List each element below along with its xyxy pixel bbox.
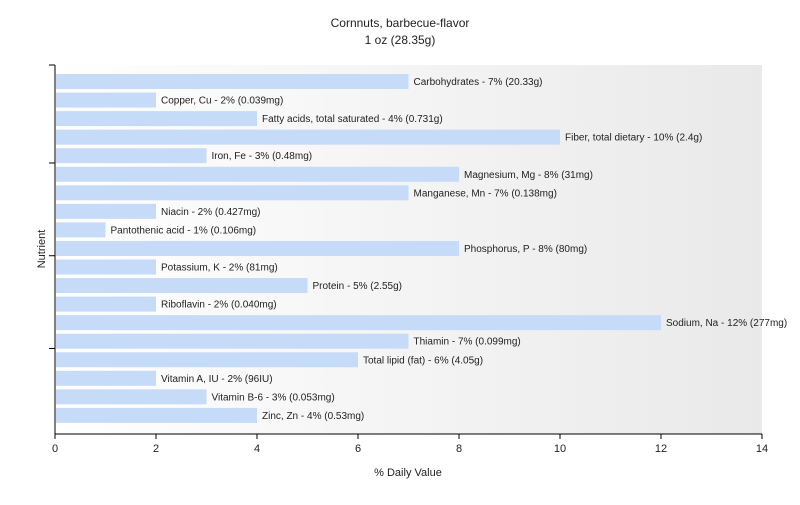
- x-tick-label: 0: [52, 443, 58, 455]
- bar-label-sodium-na: Sodium, Na - 12% (277mg): [666, 318, 787, 329]
- bar-label-riboflavin: Riboflavin - 2% (0.040mg): [161, 300, 277, 311]
- bar-label-thiamin: Thiamin - 7% (0.099mg): [414, 337, 521, 348]
- bar-label-protein: Protein - 5% (2.55g): [313, 281, 403, 292]
- y-axis-ticks: [49, 64, 55, 349]
- bar-label-copper-cu: Copper, Cu - 2% (0.039mg): [161, 96, 283, 107]
- bar-label-niacin: Niacin - 2% (0.427mg): [161, 207, 260, 218]
- bar-protein: [56, 278, 308, 294]
- bar-label-iron-fe: Iron, Fe - 3% (0.48mg): [212, 151, 313, 162]
- bar-label-total-lipid-fat: Total lipid (fat) - 6% (4.05g): [363, 355, 483, 366]
- bar-label-vitamin-a-iu: Vitamin A, IU - 2% (96IU): [161, 374, 273, 385]
- bar-label-magnesium-mg: Magnesium, Mg - 8% (31mg): [464, 170, 593, 181]
- bar-magnesium-mg: [56, 166, 459, 182]
- bar-potassium-k: [56, 259, 156, 275]
- x-tick-label: 2: [153, 443, 159, 455]
- x-tick-label: 10: [554, 443, 566, 455]
- x-tick-label: 6: [355, 443, 361, 455]
- chart-subtitle: 1 oz (28.35g): [365, 33, 436, 47]
- bar-label-carbohydrates: Carbohydrates - 7% (20.33g): [414, 77, 543, 88]
- bar-thiamin: [56, 333, 409, 349]
- bar-copper-cu: [56, 92, 156, 108]
- chart-title: Cornnuts, barbecue-flavor: [331, 16, 470, 30]
- bar-label-potassium-k: Potassium, K - 2% (81mg): [161, 263, 278, 274]
- bar-series: [56, 74, 661, 423]
- bar-fatty-acids-total-saturated: [56, 111, 257, 127]
- x-tick-label: 4: [254, 443, 260, 455]
- x-tick-label: 8: [456, 443, 462, 455]
- bar-phosphorus-p: [56, 240, 459, 256]
- bar-label-phosphorus-p: Phosphorus, P - 8% (80mg): [464, 244, 587, 255]
- bar-iron-fe: [56, 148, 207, 164]
- bar-label-pantothenic-acid: Pantothenic acid - 1% (0.106mg): [111, 225, 257, 236]
- bar-sodium-na: [56, 315, 661, 331]
- bar-label-manganese-mn: Manganese, Mn - 7% (0.138mg): [414, 188, 557, 199]
- bar-labels: Carbohydrates - 7% (20.33g) Copper, Cu - …: [111, 77, 788, 422]
- bar-vitamin-b-6: [56, 389, 207, 405]
- bar-pantothenic-acid: [56, 222, 106, 238]
- bar-niacin: [56, 203, 156, 219]
- bar-vitamin-a-iu: [56, 370, 156, 386]
- bar-zinc-zn: [56, 407, 257, 423]
- x-tick-label: 12: [655, 443, 667, 455]
- bar-total-lipid-fat: [56, 352, 358, 368]
- bar-label-fiber-total-dietary: Fiber, total dietary - 10% (2.4g): [565, 133, 702, 144]
- bar-label-vitamin-b-6: Vitamin B-6 - 3% (0.053mg): [212, 392, 335, 403]
- x-axis-ticks: 0 2 4 6 8 10 12 14: [52, 434, 768, 455]
- bar-carbohydrates: [56, 74, 409, 89]
- bar-riboflavin: [56, 296, 156, 312]
- bar-manganese-mn: [56, 185, 409, 201]
- y-axis-title: Nutrient: [36, 230, 48, 269]
- x-tick-label: 14: [756, 443, 768, 455]
- x-axis-title: % Daily Value: [374, 467, 442, 479]
- bar-fiber-total-dietary: [56, 129, 560, 145]
- bar-label-fatty-acids-total-saturated: Fatty acids, total saturated - 4% (0.731…: [262, 114, 443, 125]
- bar-label-zinc-zn: Zinc, Zn - 4% (0.53mg): [262, 411, 364, 422]
